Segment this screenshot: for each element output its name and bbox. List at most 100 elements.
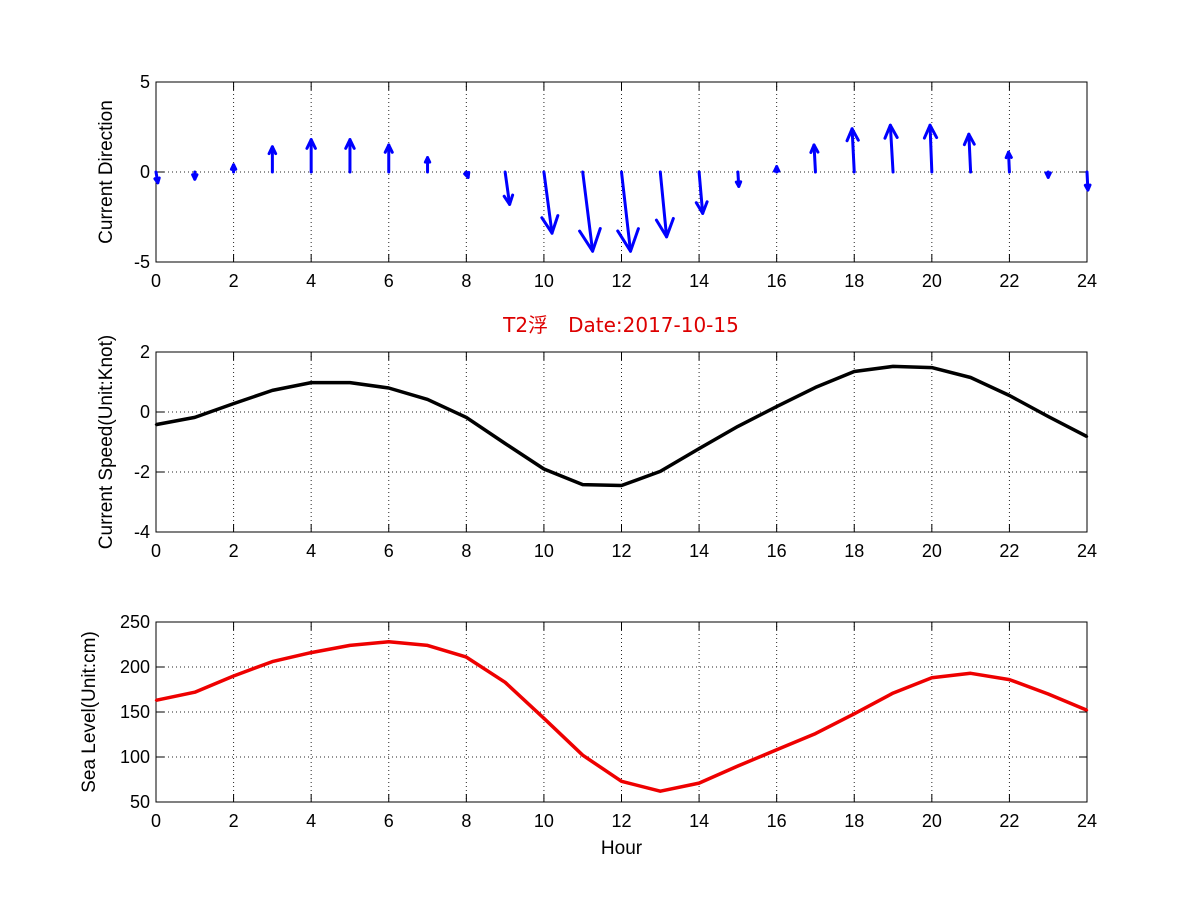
speed-point (426, 398, 429, 401)
arrow-head (1083, 183, 1092, 192)
speed-point (697, 447, 701, 450)
y-axis-label: Current Speed(Unit:Knot) (96, 335, 117, 549)
x-tick-label: 2 (229, 541, 239, 561)
y-axis-label: Sea Level(Unit:cm) (79, 631, 100, 793)
sea-level-point (930, 676, 934, 679)
x-tick-label: 6 (384, 271, 394, 291)
x-tick-label: 2 (229, 271, 239, 291)
arrow-head (772, 165, 781, 173)
arrow-head (540, 214, 560, 235)
current-arrow (423, 156, 432, 174)
sea-level-point (775, 748, 778, 751)
x-tick-label: 24 (1077, 811, 1097, 831)
sea-level-point (814, 732, 817, 735)
x-tick-label: 22 (999, 541, 1019, 561)
current-arrow (772, 165, 781, 174)
arrow-head (922, 123, 939, 140)
x-tick-label: 12 (611, 811, 631, 831)
speed-point (620, 484, 623, 487)
current-arrow (267, 145, 278, 174)
arrow-head (383, 143, 394, 154)
current-arrow (1044, 170, 1052, 179)
sea-level-point (891, 691, 895, 695)
sea-level-point (503, 681, 507, 684)
arrow-head (734, 180, 743, 188)
speed-point (309, 381, 313, 384)
y-tick-label: -2 (134, 462, 150, 482)
speed-point (348, 381, 352, 384)
speed-point (853, 370, 856, 373)
current-arrow (694, 170, 709, 215)
current-arrow (734, 170, 743, 188)
sea-level-point (853, 712, 856, 715)
x-axis-label: Hour (601, 838, 643, 859)
arrow-head (191, 173, 199, 181)
x-tick-label: 20 (922, 541, 942, 561)
arrow-shaft (658, 170, 669, 239)
x-tick-label: 10 (534, 271, 554, 291)
x-tick-label: 20 (922, 811, 942, 831)
x-tick-label: 8 (461, 271, 471, 291)
arrow-shaft (888, 123, 895, 174)
speed-point (891, 365, 895, 368)
current-arrow (809, 143, 820, 174)
arrow-head (578, 227, 602, 253)
y-tick-label: 250 (120, 612, 150, 632)
sea-level-point (271, 660, 274, 663)
current-arrow (616, 170, 640, 253)
current-arrow (578, 170, 602, 253)
arrow-shaft (967, 132, 973, 174)
arrow-head (962, 132, 976, 147)
x-tick-label: 18 (844, 811, 864, 831)
speed-point (969, 376, 972, 379)
x-tick-label: 8 (461, 541, 471, 561)
arrow-shaft (581, 170, 595, 253)
speed-point (154, 423, 158, 426)
sea-level-point (659, 790, 662, 793)
sea-level-point (309, 651, 313, 654)
x-tick-label: 0 (151, 811, 161, 831)
arrow-head (305, 138, 317, 150)
speed-point (930, 366, 934, 369)
current-arrow (305, 138, 317, 174)
x-tick-label: 18 (844, 541, 864, 561)
x-tick-label: 10 (534, 811, 554, 831)
sea-level-point (426, 644, 429, 647)
speed-point (659, 470, 662, 473)
speed-point (775, 405, 778, 408)
current-arrow (191, 170, 199, 181)
sea-level-point (465, 655, 468, 659)
current-arrow (845, 127, 860, 174)
x-tick-label: 0 (151, 541, 161, 561)
arrow-head (423, 156, 432, 164)
arrow-head (616, 227, 640, 253)
chart-title: T2浮 Date:2017-10-15 (502, 313, 739, 337)
arrow-shaft (542, 170, 554, 235)
y-tick-label: 100 (120, 747, 150, 767)
x-tick-label: 8 (461, 811, 471, 831)
speed-point (1047, 415, 1050, 418)
arrow-head (267, 145, 278, 156)
arrow-head (809, 143, 820, 154)
arrow-head (883, 123, 899, 140)
speed-point (542, 467, 546, 471)
sea-level-point (620, 780, 623, 783)
speed-point (193, 416, 196, 419)
sea-level-point (542, 717, 546, 720)
x-tick-label: 4 (306, 811, 316, 831)
arrow-head (502, 193, 515, 206)
current-arrow (1083, 170, 1092, 192)
x-tick-label: 14 (689, 271, 709, 291)
y-tick-label: 0 (140, 402, 150, 422)
x-tick-label: 4 (306, 541, 316, 561)
x-tick-label: 24 (1077, 271, 1097, 291)
y-axis-label: Current Direction (96, 100, 117, 244)
sea-level-point (348, 644, 352, 647)
arrow-head (1004, 150, 1013, 160)
x-tick-label: 22 (999, 811, 1019, 831)
arrow-shaft (850, 127, 856, 174)
sea-level-point (1085, 709, 1089, 712)
x-tick-label: 10 (534, 541, 554, 561)
